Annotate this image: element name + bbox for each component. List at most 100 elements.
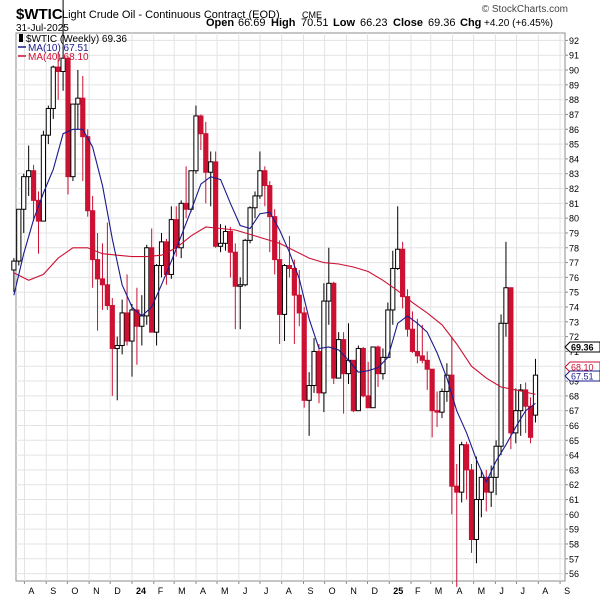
candle xyxy=(281,264,288,342)
candle xyxy=(331,281,337,385)
candle-body xyxy=(400,248,406,298)
candle-body xyxy=(168,219,174,275)
candle-body xyxy=(252,195,258,209)
candle-body xyxy=(429,368,435,412)
y-axis: 5657585960616263646566676869707172737475… xyxy=(565,36,579,579)
candle xyxy=(237,277,243,330)
candle-body xyxy=(277,259,283,315)
candle-body xyxy=(267,185,273,218)
candle-body xyxy=(350,359,357,412)
candle-body xyxy=(513,410,519,434)
y-tick-label: 61 xyxy=(569,495,579,505)
candle-body xyxy=(463,444,470,471)
candle xyxy=(247,206,253,244)
candle xyxy=(134,287,140,365)
candle xyxy=(434,391,440,427)
candle-body xyxy=(449,374,455,487)
y-tick-label: 58 xyxy=(569,539,579,549)
candle-body xyxy=(498,322,504,447)
y-tick-label: 68 xyxy=(569,391,579,401)
candle xyxy=(336,332,342,379)
candle-body xyxy=(149,247,155,333)
candle xyxy=(419,324,425,364)
candle xyxy=(503,241,509,337)
y-tick-label: 92 xyxy=(569,36,579,46)
ohlc-open-label: Open xyxy=(206,17,234,29)
x-tick-label: J xyxy=(520,586,525,596)
candle-body xyxy=(454,485,460,493)
candle xyxy=(104,222,110,310)
candle xyxy=(468,463,475,553)
candle xyxy=(45,105,51,145)
y-tick-label: 79 xyxy=(569,228,579,238)
candle-body xyxy=(26,170,32,178)
y-tick-label: 74 xyxy=(569,303,579,313)
candle xyxy=(449,336,455,515)
candle xyxy=(16,208,22,266)
candle-body xyxy=(247,207,253,241)
candle xyxy=(80,75,86,182)
candle-body xyxy=(158,241,165,267)
candle xyxy=(473,456,480,564)
candle-body xyxy=(30,170,37,201)
candle-body xyxy=(178,202,184,249)
y-tick-label: 75 xyxy=(569,288,579,298)
candlestick-series xyxy=(11,0,539,587)
candle xyxy=(429,368,435,438)
candle-body xyxy=(355,347,361,412)
candle xyxy=(75,70,81,130)
y-tick-label: 78 xyxy=(569,243,579,253)
candle-body xyxy=(473,499,480,541)
copyright: © StockCharts.com xyxy=(482,4,568,15)
candle-body xyxy=(326,282,332,302)
candle-body xyxy=(316,350,322,394)
candle xyxy=(301,307,307,408)
ohlc-open: 66.69 xyxy=(238,17,266,29)
candle xyxy=(286,235,293,278)
y-tick-label: 56 xyxy=(569,569,579,579)
candle-body xyxy=(45,108,51,136)
candle xyxy=(55,52,61,100)
candle xyxy=(532,358,539,423)
candle-body xyxy=(153,265,160,333)
x-axis: A S O N D 24 F M A M J J A S O N D 25 F M A M J J A S xyxy=(23,581,570,596)
price-tag-box xyxy=(564,370,600,382)
candle-body xyxy=(208,161,214,173)
candle-body xyxy=(459,444,465,493)
candle-body xyxy=(434,410,440,413)
x-tick-label: S xyxy=(308,586,314,596)
candle xyxy=(168,206,174,279)
candle-body xyxy=(193,115,199,172)
candle-body xyxy=(390,267,396,311)
candle xyxy=(94,232,101,331)
legend-marker-price xyxy=(19,34,23,42)
candle xyxy=(306,372,312,436)
candle xyxy=(129,304,135,377)
candle-body xyxy=(85,136,91,212)
candle-body xyxy=(11,260,17,271)
candle xyxy=(222,225,229,251)
candle xyxy=(50,65,56,119)
y-tick-label: 63 xyxy=(569,465,579,475)
y-tick-label: 69 xyxy=(569,377,579,387)
candle xyxy=(498,314,504,456)
candle xyxy=(70,103,76,182)
x-tick-label: M xyxy=(435,586,443,596)
price-tag-label: 67.51 xyxy=(571,372,594,382)
x-tick-label: A xyxy=(542,586,548,596)
price-tag: 67.51 xyxy=(564,370,600,382)
candle-body xyxy=(70,103,76,178)
candle-body xyxy=(237,284,243,287)
y-tick-label: 88 xyxy=(569,95,579,105)
candle xyxy=(370,346,376,409)
x-tick-label: 25 xyxy=(393,586,403,596)
y-tick-label: 65 xyxy=(569,436,579,446)
candle-body xyxy=(65,57,71,178)
x-tick-label: J xyxy=(499,586,504,596)
ma10-line xyxy=(13,128,536,484)
candle-body xyxy=(281,265,288,315)
candle-body xyxy=(227,230,233,253)
candle-body xyxy=(523,389,529,407)
candle xyxy=(257,151,263,199)
